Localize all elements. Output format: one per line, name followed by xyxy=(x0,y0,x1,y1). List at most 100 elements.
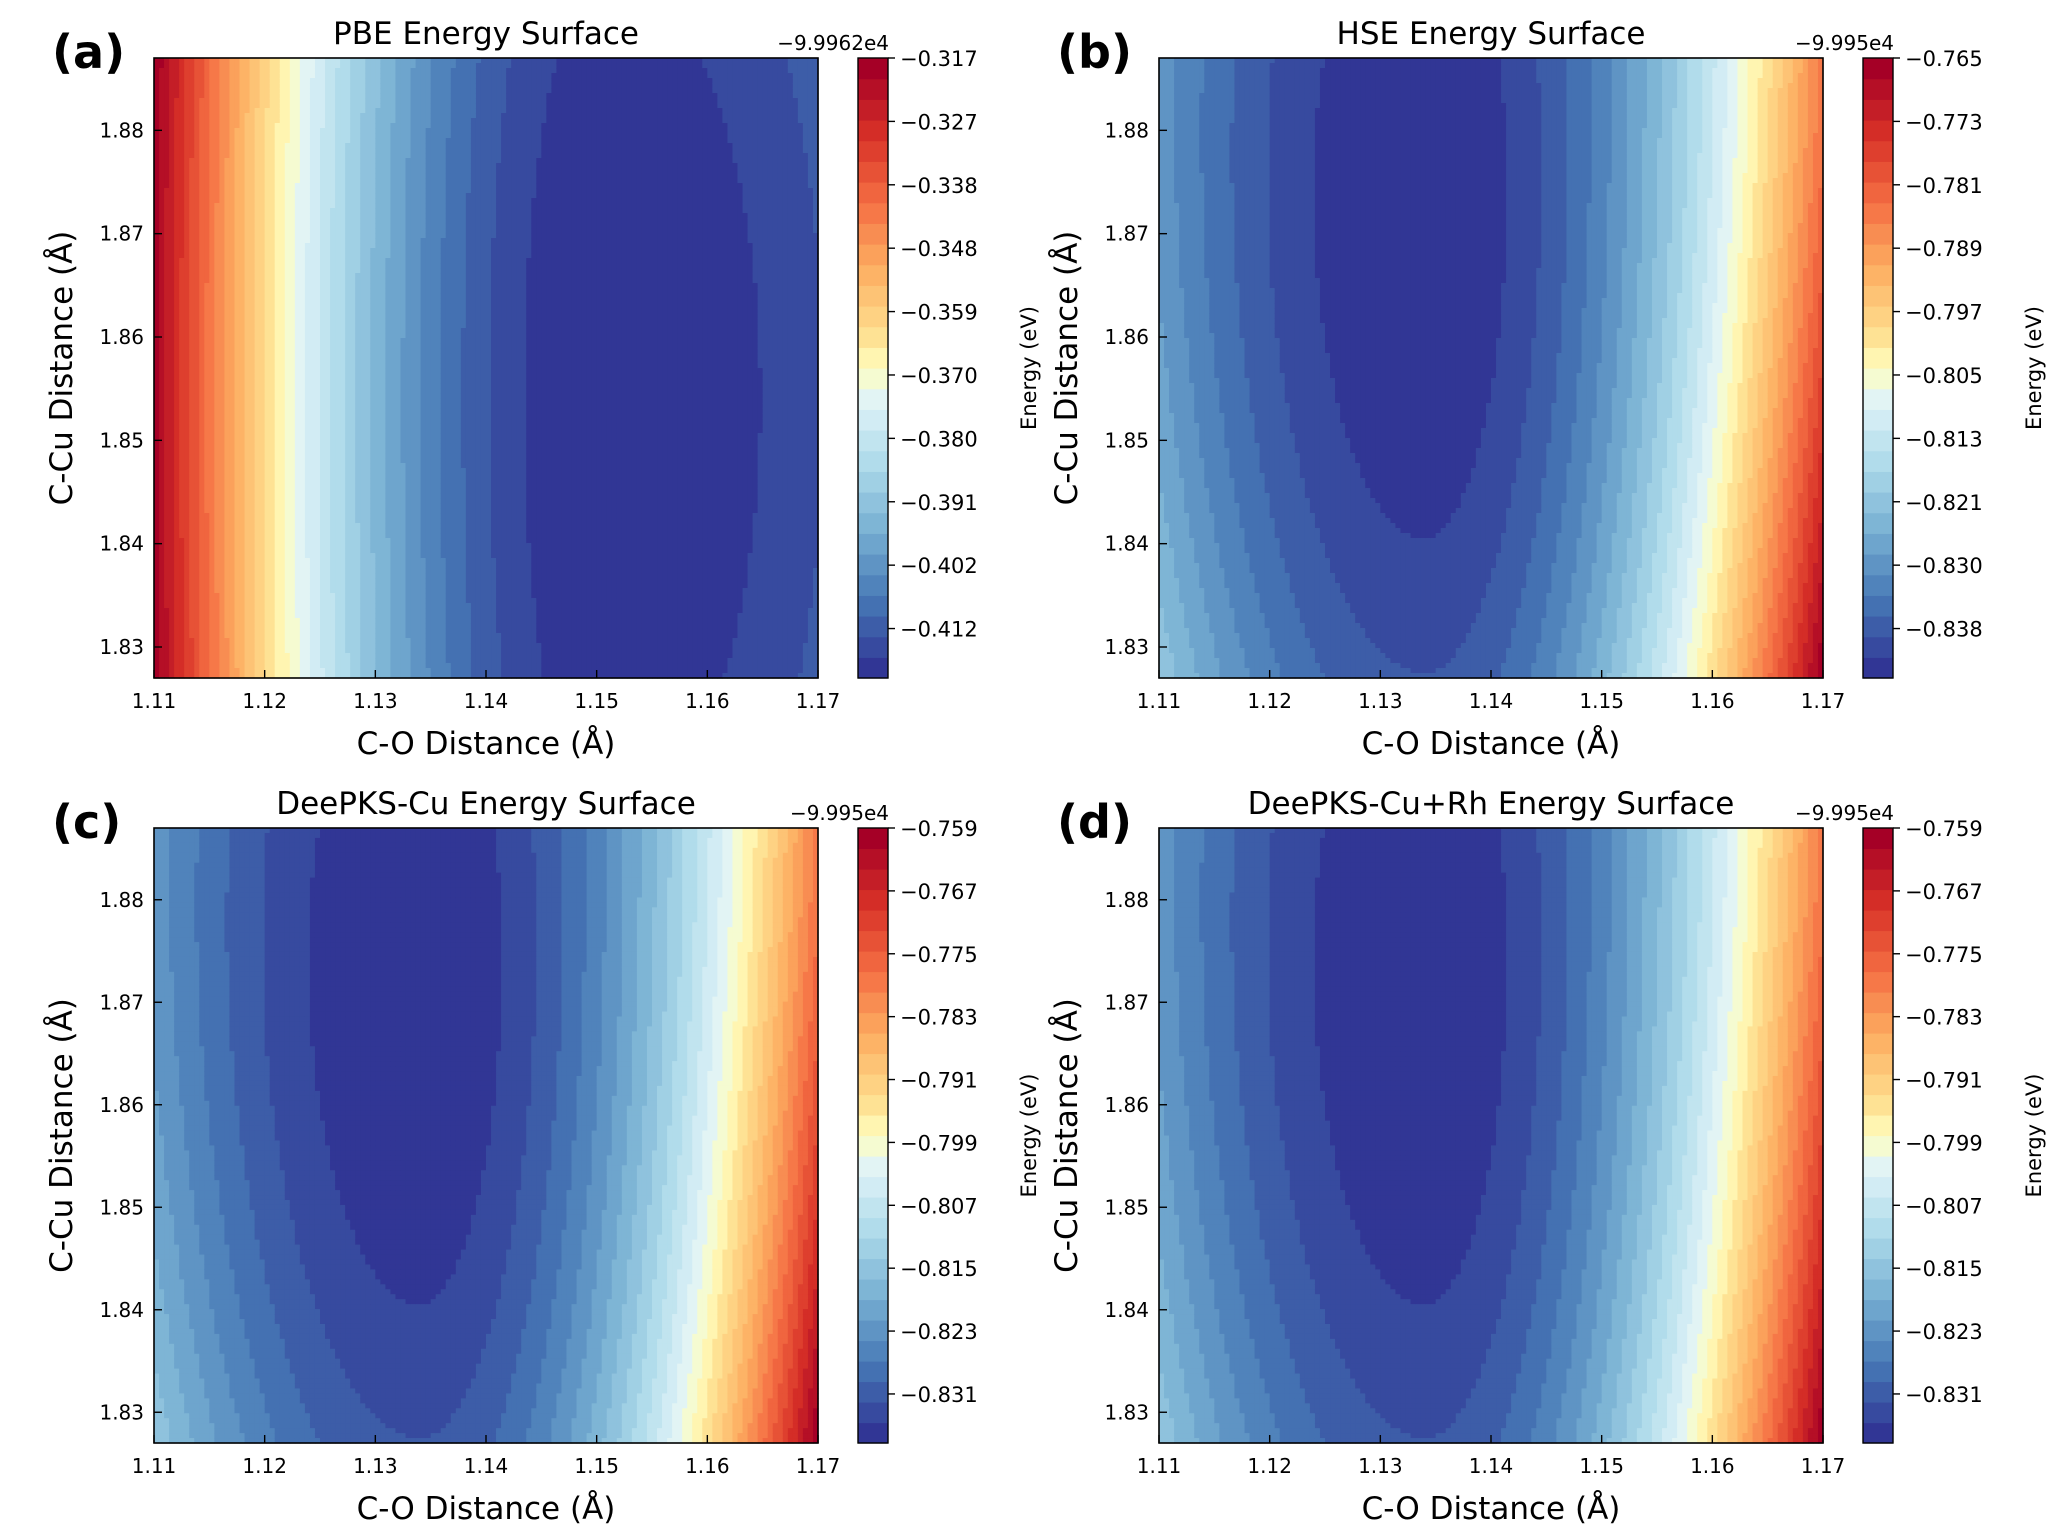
contour-cell xyxy=(159,103,165,109)
contour-cell xyxy=(179,348,185,354)
contour-cell xyxy=(174,483,180,489)
contour-cell xyxy=(174,63,180,69)
contour-cell xyxy=(179,168,185,174)
contour-cell xyxy=(159,428,165,434)
contour-cell xyxy=(169,258,175,264)
contour-cell xyxy=(164,343,170,349)
contour-cell xyxy=(169,633,175,639)
contour-cell xyxy=(164,218,170,224)
contour-cell xyxy=(164,178,170,184)
contour-cell xyxy=(179,118,185,124)
contour-cell xyxy=(174,178,180,184)
contour-cell xyxy=(179,93,185,99)
contour-cell xyxy=(154,378,160,384)
contour-cell xyxy=(154,133,160,139)
contour-cell xyxy=(159,393,165,399)
contour-cell xyxy=(164,268,170,274)
contour-cell xyxy=(164,348,170,354)
contour-cell xyxy=(174,473,180,479)
contour-cell xyxy=(154,518,160,524)
contour-cell xyxy=(169,63,175,69)
contour-cell xyxy=(159,523,165,529)
contour-cell xyxy=(164,358,170,364)
contour-cell xyxy=(174,218,180,224)
contour-cell xyxy=(154,663,160,669)
contour-cell xyxy=(164,658,170,664)
contour-cell xyxy=(164,418,170,424)
contour-cell xyxy=(169,403,175,409)
contour-cell xyxy=(174,243,180,249)
contour-cell xyxy=(179,363,185,369)
contour-cell xyxy=(164,393,170,399)
contour-cell xyxy=(164,288,170,294)
contour-cell xyxy=(169,183,175,189)
contour-cell xyxy=(154,113,160,119)
contour-cell xyxy=(164,668,170,674)
contour-cell xyxy=(174,98,180,104)
contour-cell xyxy=(164,583,170,589)
contour-cell xyxy=(174,543,180,549)
contour-cell xyxy=(159,478,165,484)
contour-cell xyxy=(154,163,160,169)
contour-cell xyxy=(169,323,175,329)
contour-cell xyxy=(159,448,165,454)
contour-cell xyxy=(169,68,175,74)
contour-cell xyxy=(159,343,165,349)
contour-cell xyxy=(164,173,170,179)
contour-cell xyxy=(159,368,165,374)
contour-cell xyxy=(154,228,160,234)
contour-cell xyxy=(169,518,175,524)
contour-cell xyxy=(174,203,180,209)
contour-cell xyxy=(174,373,180,379)
contour-cell xyxy=(174,163,180,169)
contour-cell xyxy=(159,538,165,544)
contour-cell xyxy=(159,168,165,174)
contour-cell xyxy=(164,83,170,89)
contour-cell xyxy=(159,83,165,89)
contour-cell xyxy=(159,278,165,284)
contour-cell xyxy=(169,658,175,664)
contour-cell xyxy=(179,173,185,179)
contour-cell xyxy=(169,373,175,379)
contour-cell xyxy=(154,313,160,319)
contour-cell xyxy=(159,573,165,579)
contour-cell xyxy=(169,338,175,344)
contour-cell xyxy=(164,388,170,394)
contour-cell xyxy=(164,598,170,604)
contour-cell xyxy=(174,213,180,219)
contour-cell xyxy=(164,553,170,559)
contour-cell xyxy=(169,538,175,544)
contour-cell xyxy=(154,493,160,499)
contour-cell xyxy=(154,73,160,79)
contour-cell xyxy=(169,188,175,194)
contour-cell xyxy=(154,408,160,414)
figure: 1.11 1.12 1.13 1.14 1.15 1.16 1.17C-O Distance… xyxy=(0,0,2049,1530)
contour-cell xyxy=(159,348,165,354)
contour-cell xyxy=(169,358,175,364)
contour-cell xyxy=(169,58,175,64)
contour-cell xyxy=(154,568,160,574)
contour-cell xyxy=(169,573,175,579)
contour-cell xyxy=(164,313,170,319)
contour-cell xyxy=(154,458,160,464)
contour-cell xyxy=(164,233,170,239)
contour-cell xyxy=(179,298,185,304)
contour-cell xyxy=(154,598,160,604)
contour-cell xyxy=(154,83,160,89)
contour-cell xyxy=(174,528,180,534)
contour-cell xyxy=(159,163,165,169)
contour-cell xyxy=(174,588,180,594)
contour-cell xyxy=(179,328,185,334)
contour-cell xyxy=(164,403,170,409)
contour-cell xyxy=(174,223,180,229)
contour-cell xyxy=(159,553,165,559)
contour-cell xyxy=(174,468,180,474)
contour-cell xyxy=(174,128,180,134)
contour-cell xyxy=(179,178,185,184)
contour-cell xyxy=(164,528,170,534)
contour-cell xyxy=(159,228,165,234)
contour-cell xyxy=(174,643,180,649)
contour-cell xyxy=(154,463,160,469)
contour-cell xyxy=(154,368,160,374)
contour-cell xyxy=(174,378,180,384)
